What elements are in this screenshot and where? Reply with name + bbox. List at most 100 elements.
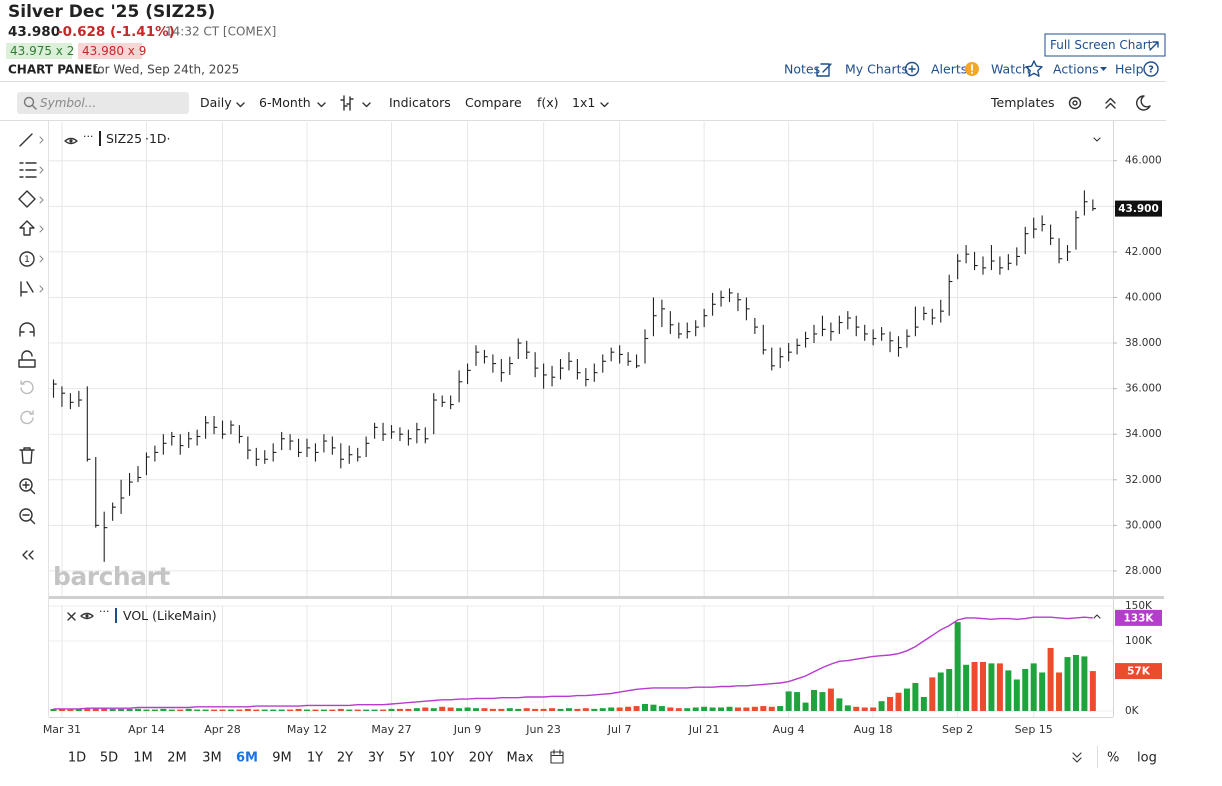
volume-bar xyxy=(582,708,589,711)
line-tool[interactable] xyxy=(19,133,33,147)
tool-expanders[interactable] xyxy=(39,136,44,293)
volume-bar xyxy=(895,692,902,711)
range-button[interactable]: 1M xyxy=(133,751,153,766)
percent-scale[interactable]: % xyxy=(1107,751,1119,766)
panel-collapse[interactable] xyxy=(1093,137,1101,142)
magnet-tool[interactable] xyxy=(19,322,35,337)
range-button[interactable]: 2M xyxy=(167,751,187,766)
indicators[interactable]: Indicators xyxy=(389,95,451,110)
range-button[interactable]: 20Y xyxy=(469,751,494,766)
volume-bar xyxy=(937,672,944,711)
volume-bar xyxy=(650,704,657,711)
templates[interactable]: Templates xyxy=(990,95,1055,110)
volume-bar xyxy=(912,682,919,711)
range-button[interactable]: 9M xyxy=(272,751,292,766)
volume-bar xyxy=(101,708,108,711)
redo[interactable] xyxy=(20,410,34,425)
fib-tool[interactable] xyxy=(19,162,37,178)
volume-bar xyxy=(498,708,505,711)
volume-bar xyxy=(244,708,251,711)
range-button[interactable]: 5Y xyxy=(399,751,415,766)
compare[interactable]: Compare xyxy=(465,95,522,110)
calendar-icon[interactable] xyxy=(550,749,564,764)
nav-watch[interactable]: Watch xyxy=(991,62,1030,77)
log-scale[interactable]: log xyxy=(1137,751,1157,766)
range-button[interactable]: 1Y xyxy=(307,751,323,766)
volume-bar xyxy=(1089,671,1096,711)
caret xyxy=(317,102,326,108)
zoom-out[interactable] xyxy=(19,508,33,522)
nav-notes[interactable]: Notes xyxy=(784,62,820,77)
volume-bar xyxy=(363,709,370,711)
visibility-pupil xyxy=(69,139,73,143)
settings-icon[interactable] xyxy=(1068,96,1082,110)
delete[interactable] xyxy=(19,447,35,464)
study-menu[interactable]: ··· xyxy=(99,605,110,618)
fx[interactable]: f(x) xyxy=(537,95,559,110)
remove-study[interactable] xyxy=(67,612,76,621)
volume-bar xyxy=(135,708,141,711)
collapse-tools[interactable] xyxy=(22,550,34,560)
volume-bar xyxy=(473,708,479,711)
volume-bar xyxy=(540,708,547,711)
collapse-icon[interactable] xyxy=(1105,97,1116,109)
range-button[interactable]: 10Y xyxy=(430,751,455,766)
study-collapse[interactable] xyxy=(1093,614,1101,619)
range-button[interactable]: 2Y xyxy=(337,751,353,766)
range-button[interactable]: 1D xyxy=(68,751,86,766)
y-tick-label: 30.000 xyxy=(1125,519,1162,531)
nav-actions[interactable]: Actions xyxy=(1053,62,1099,77)
range-button[interactable]: 3M xyxy=(202,751,222,766)
nav-alerts[interactable]: Alerts xyxy=(931,62,967,77)
volume-badge-label: 57K xyxy=(1127,666,1151,678)
note-tool[interactable] xyxy=(19,251,35,267)
volume-bar xyxy=(971,661,978,711)
volume-bar xyxy=(160,708,167,711)
shape-tool[interactable] xyxy=(18,190,36,208)
volume-bar xyxy=(211,709,218,711)
volume-bar xyxy=(295,708,302,711)
volume-bar xyxy=(811,689,817,711)
zoom-in[interactable] xyxy=(19,478,33,492)
volume-bar xyxy=(557,708,564,711)
fullscreen-button[interactable] xyxy=(1044,33,1166,57)
volume-bar xyxy=(802,702,809,711)
period[interactable]: 6-Month xyxy=(259,95,311,110)
fullscreen-label[interactable]: Full Screen Chart xyxy=(1050,38,1153,52)
nav-mycharts[interactable]: My Charts xyxy=(845,62,908,77)
nav-help[interactable]: Help xyxy=(1115,62,1144,77)
x-tick-label: Aug 18 xyxy=(854,723,893,736)
actions-caret xyxy=(1100,67,1107,71)
range-button[interactable]: 3Y xyxy=(368,751,384,766)
undo[interactable] xyxy=(20,380,34,395)
caret xyxy=(362,102,371,108)
visibility-icon[interactable] xyxy=(64,137,78,145)
range-button[interactable]: 6M xyxy=(236,751,258,766)
y-tick-label: 34.000 xyxy=(1125,428,1162,440)
arrow-tool[interactable] xyxy=(19,220,35,236)
measure-tool[interactable] xyxy=(20,281,34,297)
interval[interactable]: Daily xyxy=(200,95,232,110)
volume-bar xyxy=(625,706,632,711)
volume-bar xyxy=(346,709,353,711)
watermark: barchart xyxy=(53,562,170,591)
bar-style-icon[interactable] xyxy=(340,95,354,111)
volume-bar xyxy=(270,709,277,711)
symbol-search[interactable] xyxy=(17,92,189,114)
volume-bar xyxy=(405,708,412,711)
volume-bar xyxy=(1005,670,1012,711)
volume-bar xyxy=(768,706,775,711)
study-visibility[interactable] xyxy=(80,612,94,620)
plus-icon xyxy=(908,65,916,73)
volume-bar xyxy=(599,708,606,711)
x-tick-label: Jun 9 xyxy=(453,723,482,736)
range-button[interactable]: Max xyxy=(507,751,534,766)
x-tick-label: Sep 2 xyxy=(942,723,973,736)
theme-icon[interactable] xyxy=(1136,95,1151,111)
lock-tool[interactable] xyxy=(18,350,36,368)
expand-bottom[interactable] xyxy=(1072,752,1082,763)
layout[interactable]: 1x1 xyxy=(572,95,595,110)
range-button[interactable]: 5D xyxy=(100,751,118,766)
y-tick-label: 40.000 xyxy=(1125,291,1162,303)
legend-menu[interactable]: ··· xyxy=(83,130,94,143)
